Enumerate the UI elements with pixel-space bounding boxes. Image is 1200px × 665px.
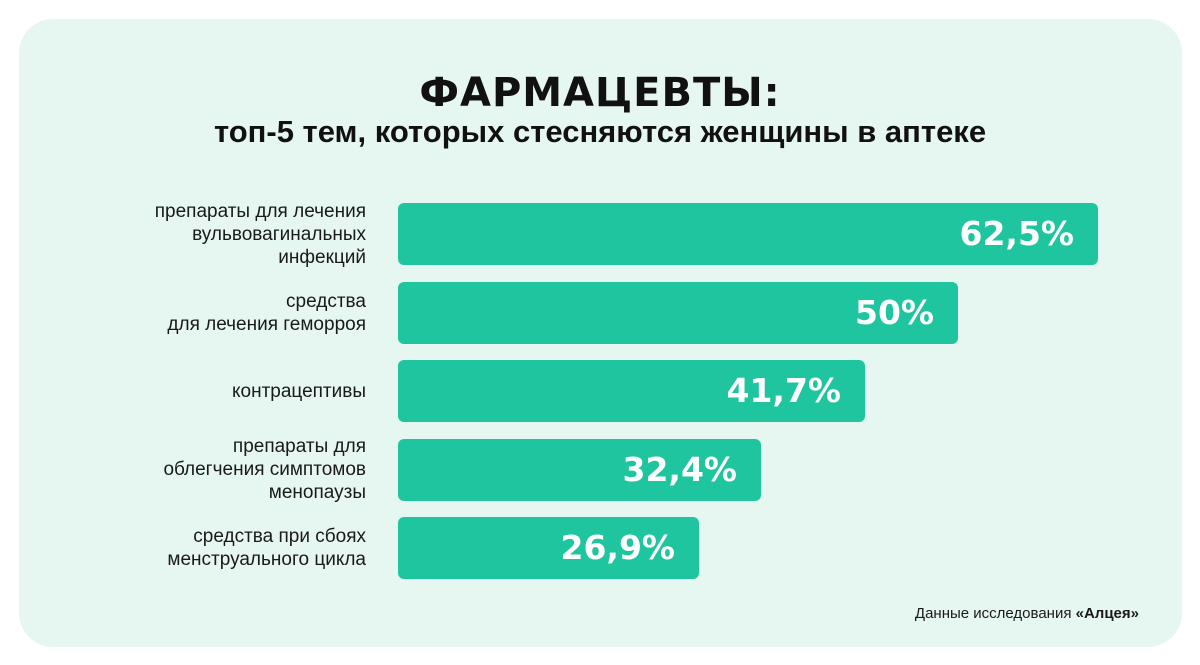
bar-value-label: 26,9% <box>560 528 676 567</box>
category-label: контрацептивы <box>231 380 366 402</box>
chart-subtitle: топ-5 тем, которых стесняются женщины в … <box>213 114 987 149</box>
source-name: «Алцея» <box>1075 605 1139 622</box>
bar-value-label: 32,4% <box>622 449 738 489</box>
bar: 41,7% <box>398 360 865 422</box>
bar-value-label: 50% <box>855 292 934 332</box>
source-prefix: Данные исследования <box>914 605 1076 622</box>
bar: 62,5% <box>398 203 1098 265</box>
category-label: препараты для облегчения симптомов меноп… <box>163 436 366 503</box>
category-label: средства при сбоях менструального цикла <box>167 526 366 570</box>
category-label: препараты для лечения вульвовагинальных … <box>154 200 366 268</box>
bar: 32,4% <box>398 438 761 501</box>
category-label: средства для лечения геморроя <box>167 290 366 335</box>
bar-value-label: 41,7% <box>726 371 842 410</box>
source-note: Данные исследования «Алцея» <box>915 605 1139 622</box>
chart-title: ФАРМАЦЕВТЫ: <box>419 70 781 116</box>
bar-value-label: 62,5% <box>959 214 1075 253</box>
bar: 26,9% <box>398 517 699 579</box>
bar: 50% <box>398 281 958 344</box>
